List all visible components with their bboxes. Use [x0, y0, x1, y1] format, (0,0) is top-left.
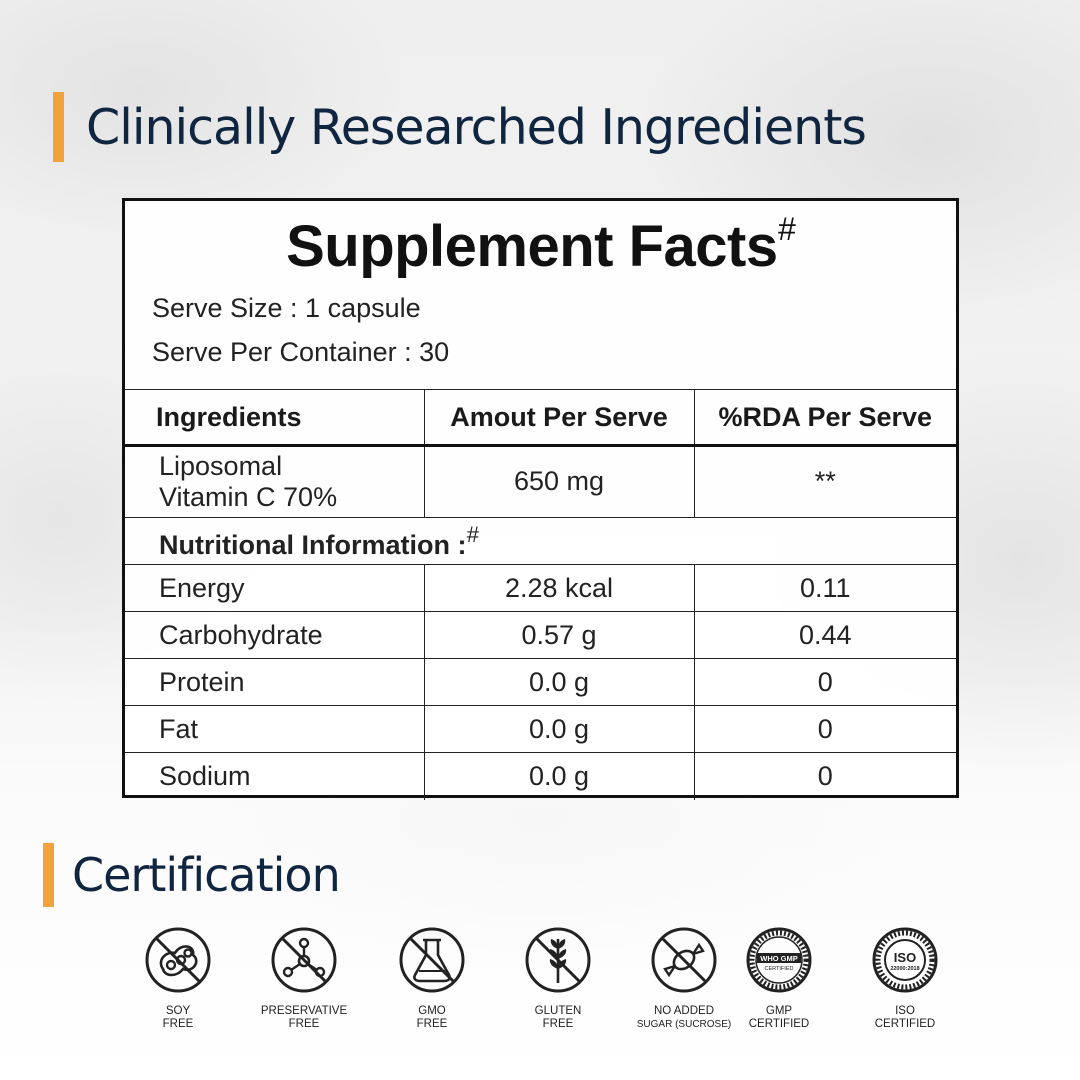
nutrient-amount: 0.0 g: [423, 705, 695, 753]
svg-text:22000:2018: 22000:2018: [890, 966, 919, 972]
table-row: Energy 2.28 kcal 0.11: [125, 564, 956, 612]
nutrient-amount: 2.28 kcal: [423, 564, 695, 612]
certification-badges: SOY FREE PRESERVATIVE FREE: [110, 925, 960, 1055]
soy-free-icon: [145, 927, 211, 993]
serve-size: Serve Size : 1 capsule: [152, 293, 421, 323]
supplement-facts-title: Supplement Facts#: [286, 211, 796, 279]
gmo-free-icon: [399, 927, 465, 993]
supplement-facts-panel: Supplement Facts# Serve Size : 1 capsule…: [122, 198, 959, 800]
svg-text:WHO GMP: WHO GMP: [760, 954, 798, 963]
no-sugar-icon: [651, 927, 717, 993]
table-header-row: Ingredients Amout Per Serve %RDA Per Ser…: [125, 389, 956, 447]
gmp-seal-icon: WHO GMP CERTIFIED: [746, 927, 812, 993]
nutrient-rda: 0.11: [693, 564, 956, 612]
nutrient-rda: 0: [693, 705, 956, 753]
gluten-free-icon: [525, 927, 591, 993]
svg-text:CERTIFIED: CERTIFIED: [765, 966, 794, 972]
nutrient-name: Energy: [125, 564, 425, 612]
cert-gmo-free: GMO FREE: [362, 925, 502, 1031]
nutrition-footnote-mark: #: [466, 521, 479, 547]
table-row: Protein 0.0 g 0: [125, 658, 956, 706]
ingredient-name: Liposomal Vitamin C 70%: [125, 445, 425, 518]
column-header-amount: Amout Per Serve: [423, 389, 695, 447]
cert-preservative-free: PRESERVATIVE FREE: [234, 925, 374, 1031]
nutrient-rda: 0: [693, 752, 956, 800]
ingredient-rda: **: [693, 445, 956, 518]
table-row: Sodium 0.0 g 0: [125, 752, 956, 800]
nutrition-section-label: Nutritional Information :#: [125, 517, 956, 565]
nutrient-name: Protein: [125, 658, 425, 706]
iso-seal-icon: ISO 22000:2018: [872, 927, 938, 993]
ingredients-heading: Clinically Researched Ingredients: [53, 92, 867, 162]
nutrient-name: Fat: [125, 705, 425, 753]
nutrient-rda: 0.44: [693, 611, 956, 659]
cert-iso: ISO 22000:2018 ISO CERTIFIED: [835, 925, 975, 1031]
cert-no-added-sugar: NO ADDED SUGAR (SUCROSE): [614, 925, 754, 1031]
ingredients-heading-text: Clinically Researched Ingredients: [86, 98, 867, 156]
certification-heading: Certification: [43, 843, 341, 907]
nutrient-name: Carbohydrate: [125, 611, 425, 659]
nutrient-amount: 0.0 g: [423, 658, 695, 706]
cert-gluten-free: GLUTEN FREE: [488, 925, 628, 1031]
accent-bar: [53, 92, 64, 162]
nutrient-rda: 0: [693, 658, 956, 706]
cert-gmp: WHO GMP CERTIFIED GMP CERTIFIED: [709, 925, 849, 1031]
accent-bar: [43, 843, 54, 907]
table-row: Liposomal Vitamin C 70% 650 mg **: [125, 445, 956, 518]
serve-per-container: Serve Per Container : 30: [152, 337, 450, 367]
table-row: Fat 0.0 g 0: [125, 705, 956, 753]
nutrition-section-row: Nutritional Information :#: [125, 517, 956, 565]
svg-text:ISO: ISO: [894, 950, 916, 965]
column-header-ingredients: Ingredients: [125, 389, 425, 447]
cert-soy-free: SOY FREE: [108, 925, 248, 1031]
nutrient-name: Sodium: [125, 752, 425, 800]
table-row: Carbohydrate 0.57 g 0.44: [125, 611, 956, 659]
certification-heading-text: Certification: [72, 848, 341, 902]
nutrient-amount: 0.57 g: [423, 611, 695, 659]
ingredient-amount: 650 mg: [423, 445, 695, 518]
column-header-rda: %RDA Per Serve: [693, 389, 956, 447]
facts-table: Ingredients Amout Per Serve %RDA Per Ser…: [125, 389, 956, 800]
preservative-free-icon: [271, 927, 337, 993]
nutrient-amount: 0.0 g: [423, 752, 695, 800]
title-footnote-mark: #: [777, 211, 796, 247]
